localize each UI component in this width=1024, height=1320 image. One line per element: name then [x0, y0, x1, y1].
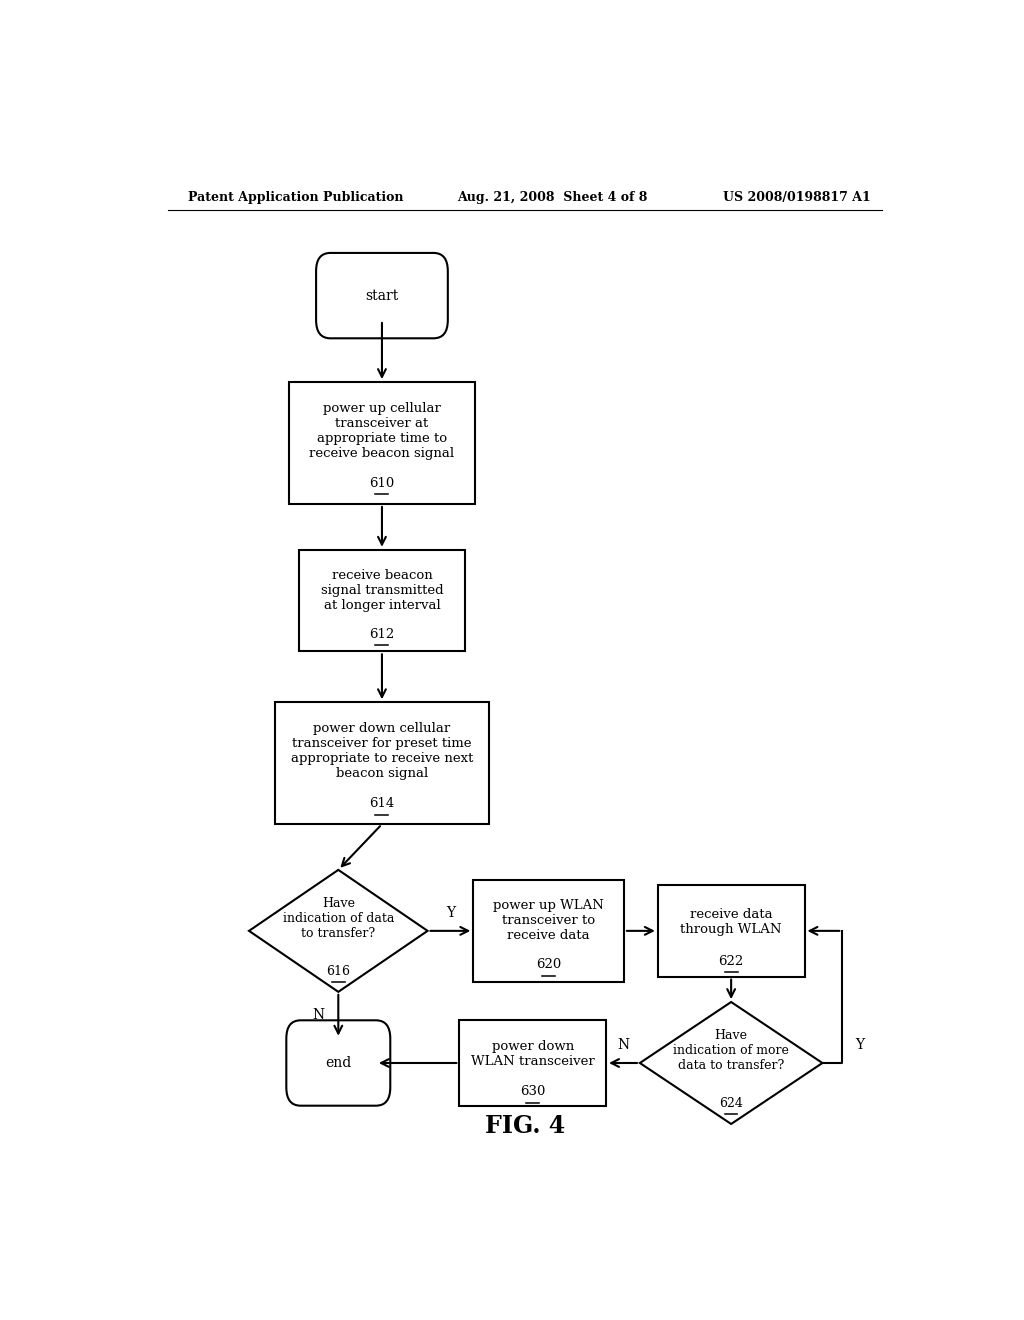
Text: power up cellular
transceiver at
appropriate time to
receive beacon signal: power up cellular transceiver at appropr… [309, 401, 455, 459]
Polygon shape [640, 1002, 822, 1125]
Text: 614: 614 [370, 797, 394, 810]
Text: N: N [312, 1008, 325, 1022]
Text: 610: 610 [370, 477, 394, 490]
Polygon shape [249, 870, 428, 991]
Text: 622: 622 [719, 954, 743, 968]
FancyBboxPatch shape [274, 702, 489, 824]
Text: power down cellular
transceiver for preset time
appropriate to receive next
beac: power down cellular transceiver for pres… [291, 722, 473, 780]
Text: N: N [616, 1038, 629, 1052]
Text: US 2008/0198817 A1: US 2008/0198817 A1 [723, 190, 871, 203]
Text: Have
indication of more
data to transfer?: Have indication of more data to transfer… [673, 1030, 790, 1072]
Text: receive beacon
signal transmitted
at longer interval: receive beacon signal transmitted at lon… [321, 569, 443, 612]
Text: start: start [366, 289, 398, 302]
Text: 624: 624 [719, 1097, 743, 1110]
Text: Y: Y [855, 1038, 864, 1052]
FancyBboxPatch shape [316, 253, 447, 338]
Text: end: end [326, 1056, 351, 1071]
FancyBboxPatch shape [287, 1020, 390, 1106]
Text: Y: Y [445, 906, 455, 920]
Text: Have
indication of data
to transfer?: Have indication of data to transfer? [283, 898, 394, 940]
Text: 630: 630 [520, 1085, 546, 1098]
Text: Patent Application Publication: Patent Application Publication [187, 190, 403, 203]
Text: FIG. 4: FIG. 4 [484, 1114, 565, 1138]
FancyBboxPatch shape [473, 880, 624, 982]
Text: 616: 616 [327, 965, 350, 978]
FancyBboxPatch shape [657, 886, 805, 977]
Text: Aug. 21, 2008  Sheet 4 of 8: Aug. 21, 2008 Sheet 4 of 8 [458, 190, 648, 203]
Text: power down
WLAN transceiver: power down WLAN transceiver [471, 1040, 595, 1068]
Text: receive data
through WLAN: receive data through WLAN [680, 908, 782, 936]
Text: power up WLAN
transceiver to
receive data: power up WLAN transceiver to receive dat… [494, 899, 604, 942]
Text: 612: 612 [370, 627, 394, 640]
FancyBboxPatch shape [299, 549, 465, 651]
FancyBboxPatch shape [460, 1020, 606, 1106]
Text: 620: 620 [536, 958, 561, 972]
FancyBboxPatch shape [289, 381, 475, 504]
